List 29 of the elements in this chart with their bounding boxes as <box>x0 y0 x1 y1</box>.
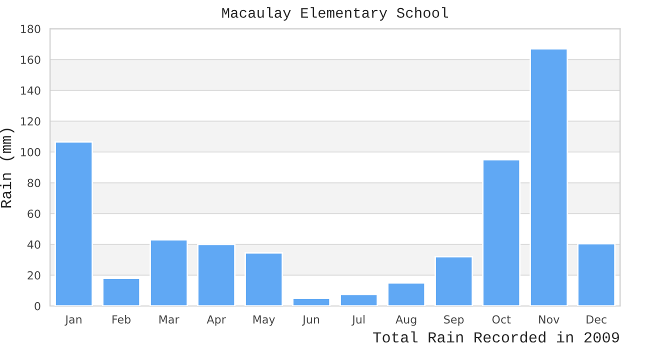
x-tick-label: Sep <box>444 315 464 326</box>
y-tick-label: 40 <box>27 240 40 249</box>
bar <box>292 298 331 306</box>
bar <box>340 294 378 306</box>
bar <box>387 282 426 306</box>
x-tick-label: Dec <box>586 315 606 324</box>
y-tick-label: 140 <box>21 86 40 95</box>
chart-title: Macaulay Elementary School <box>222 7 448 21</box>
bar <box>102 278 141 306</box>
x-axis-title: Total Rain Recorded in 2009 <box>373 331 620 343</box>
y-tick-label: 160 <box>21 56 40 64</box>
x-tick-label: Apr <box>206 315 226 326</box>
x-tick-label: Oct <box>492 315 511 324</box>
y-tick-label: 0 <box>34 302 40 310</box>
x-tick-label: Jan <box>64 315 82 326</box>
x-tick-label: Jul <box>352 315 364 326</box>
y-tick-label: 100 <box>21 148 40 156</box>
x-tick-label: Nov <box>539 315 560 324</box>
x-tick-label: May <box>253 315 275 326</box>
y-axis-title: Rain (mm) <box>0 128 14 208</box>
y-tick-label: 20 <box>28 271 40 280</box>
y-tick-label: 180 <box>21 24 40 34</box>
x-tick-label: Aug <box>396 315 416 326</box>
y-tick-label: 60 <box>28 210 40 218</box>
x-tick-label: Jun <box>302 315 320 326</box>
x-tick-label: Feb <box>112 315 131 324</box>
y-tick-label: 80 <box>28 178 40 188</box>
x-tick-label: Mar <box>159 315 180 324</box>
y-tick-label: 120 <box>21 117 40 126</box>
